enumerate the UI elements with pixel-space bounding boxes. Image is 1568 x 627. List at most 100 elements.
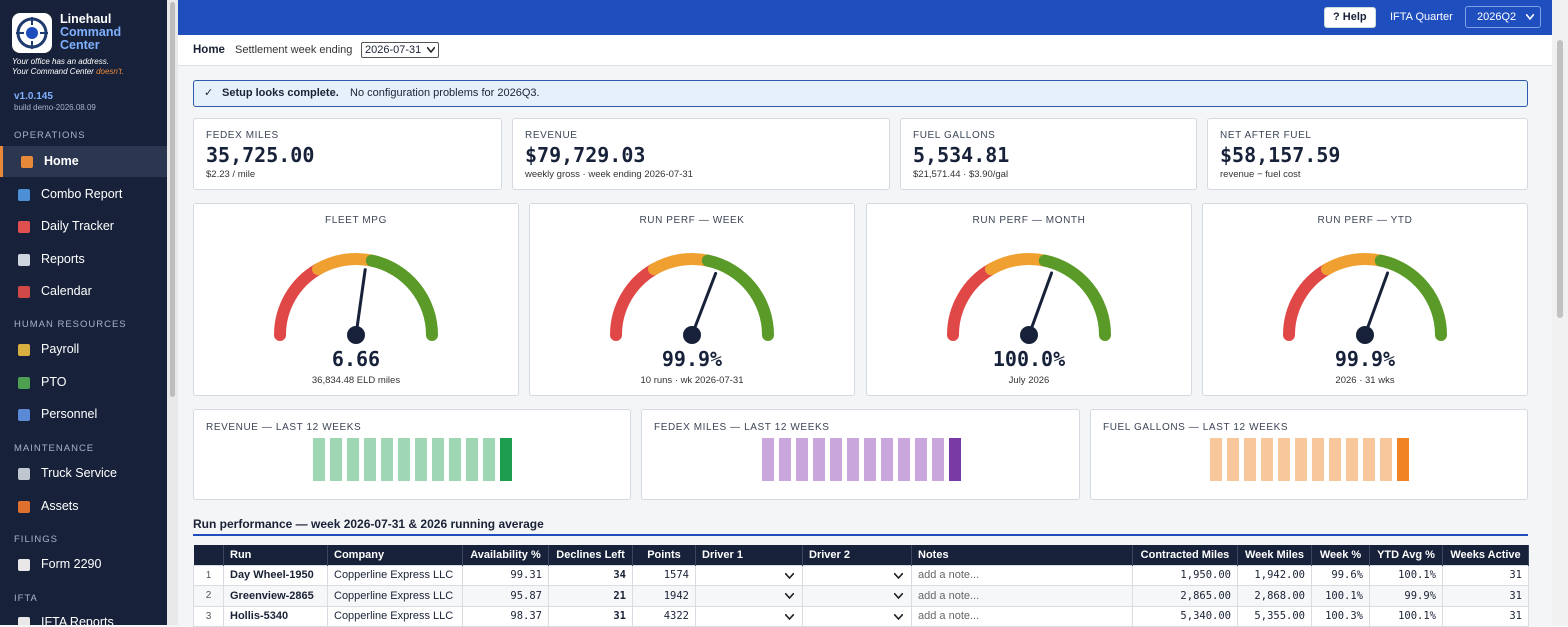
- spark-card: FEDEX MILES — LAST 12 WEEKS: [641, 409, 1080, 500]
- note-input[interactable]: add a note...: [911, 585, 1133, 607]
- table-cell: 3: [193, 605, 224, 627]
- page-name: Home: [193, 44, 225, 56]
- header-cell: Driver 1: [695, 545, 803, 565]
- nav-item[interactable]: Home: [0, 146, 167, 177]
- spark-bar: [795, 438, 808, 481]
- driver-select[interactable]: [695, 564, 803, 586]
- spark-bar: [1329, 438, 1341, 481]
- header-cell: Contracted Miles: [1132, 545, 1238, 565]
- logo: [12, 13, 52, 53]
- driver-select[interactable]: [802, 605, 912, 627]
- table-cell: 1: [193, 564, 224, 586]
- gauge-arc: [312, 253, 378, 276]
- table-cell: 31: [548, 605, 633, 627]
- chevron: [894, 613, 903, 620]
- table-cell: 31: [1442, 564, 1529, 586]
- nav-item[interactable]: IFTA Reports: [0, 607, 167, 625]
- nav-label: Truck Service: [41, 466, 117, 480]
- table-cell: 99.6%: [1311, 564, 1370, 586]
- gauge-arc: [985, 253, 1051, 276]
- nav-item[interactable]: Form 2290: [0, 549, 167, 580]
- table-cell: Copperline Express LLC: [327, 564, 463, 586]
- nav-item[interactable]: Truck Service: [0, 458, 167, 489]
- gauge-arc: [1374, 254, 1447, 341]
- nav-label: IFTA Reports: [41, 615, 114, 625]
- table-cell: 100.1%: [1369, 605, 1443, 627]
- nav-item[interactable]: Calendar: [0, 276, 167, 307]
- spark-bar: [1295, 438, 1307, 481]
- gauge-title: FLEET MPG: [325, 215, 387, 226]
- nav-icon: [18, 344, 30, 356]
- gauge-value: 99.9%: [1334, 347, 1396, 371]
- driver-select[interactable]: [695, 585, 803, 607]
- table-row: 1 Day Wheel-1950 Copperline Express LLC 99.…: [193, 564, 1529, 586]
- header-cell: Week %: [1311, 545, 1370, 565]
- note-input[interactable]: add a note...: [911, 564, 1133, 586]
- table-title: Run performance — week 2026-07-31 & 2026…: [193, 517, 544, 531]
- nav-item[interactable]: Daily Tracker: [0, 211, 167, 242]
- gauge-arc: [701, 254, 774, 341]
- gauge-arc: [1283, 263, 1333, 341]
- nav-item[interactable]: Assets: [0, 491, 167, 522]
- nav-section: MAINTENANCE: [14, 443, 95, 454]
- topbar: ? Help IFTA Quarter 2026Q2: [178, 0, 1552, 35]
- nav-item[interactable]: Payroll: [0, 334, 167, 365]
- spark-bar: [1278, 438, 1290, 481]
- spark-card: FUEL GALLONS — LAST 12 WEEKS: [1090, 409, 1528, 500]
- gauge-title: RUN PERF — YTD: [1317, 215, 1413, 226]
- table-cell: 99.9%: [1369, 585, 1443, 607]
- spark-bar: [1346, 438, 1358, 481]
- table-cell: 34: [548, 564, 633, 586]
- driver-select[interactable]: [802, 585, 912, 607]
- table-cell: 100.1%: [1311, 585, 1370, 607]
- spark-bar: [466, 438, 478, 481]
- quarter-select[interactable]: 2026Q2: [1465, 6, 1541, 28]
- gauge-title: RUN PERF — MONTH: [972, 215, 1086, 226]
- help-button[interactable]: ? Help: [1324, 7, 1376, 28]
- nav-section: HUMAN RESOURCES: [14, 319, 127, 330]
- note-input[interactable]: add a note...: [911, 605, 1133, 627]
- table-cell: 98.37: [462, 605, 549, 627]
- nav-item[interactable]: Combo Report: [0, 179, 167, 210]
- run-table: Run Company Availability % Declines Left Poi…: [193, 545, 1529, 627]
- spark-bar: [1244, 438, 1256, 481]
- nav-label: PTO: [41, 374, 67, 389]
- gauge-value: 100.0%: [992, 347, 1066, 371]
- nav-item[interactable]: PTO: [0, 367, 167, 398]
- table-cell: Copperline Express LLC: [327, 605, 463, 627]
- spark-bar: [1363, 438, 1375, 481]
- spark-bar: [1397, 438, 1409, 481]
- table-cell: 99.31: [462, 564, 549, 586]
- spark-bar: [432, 438, 444, 481]
- week-value: 2026-07-31: [365, 44, 422, 56]
- nav-label: Payroll: [41, 342, 80, 356]
- kpi-value: $58,157.59: [1220, 143, 1341, 167]
- week-select[interactable]: 2026-07-31: [361, 42, 439, 58]
- nav-icon: [18, 253, 30, 266]
- driver-select[interactable]: [695, 605, 803, 627]
- header-cell: Notes: [911, 545, 1133, 565]
- spark-bar: [313, 438, 325, 481]
- table-cell: Day Wheel-1950: [223, 564, 328, 586]
- driver-select[interactable]: [802, 564, 912, 586]
- spark-bar: [381, 438, 393, 481]
- nav-icon: [18, 409, 30, 421]
- table-cell: 2: [193, 585, 224, 607]
- header-cell: Points: [632, 545, 696, 565]
- nav-section: OPERATIONS: [14, 130, 86, 141]
- chevron: [785, 593, 794, 599]
- kpi-sub: $2.23 / mile: [206, 169, 256, 180]
- nav-item[interactable]: Reports: [0, 244, 167, 275]
- table-cell: Hollis-5340: [223, 605, 328, 627]
- kpi-value: 5,534.81: [913, 143, 1010, 167]
- gauge-card: RUN PERF — YTD 99.9% 2026 · 31 wks: [1202, 203, 1528, 396]
- table-cell: 4322: [632, 605, 696, 627]
- nav-icon: [18, 221, 30, 233]
- nav-item[interactable]: Personnel: [0, 399, 167, 430]
- nav-icon: [18, 376, 30, 389]
- spark-bar: [846, 438, 859, 481]
- kpi-value: $79,729.03: [525, 143, 646, 167]
- spark-bar: [364, 438, 376, 481]
- spark-bar: [1210, 438, 1222, 481]
- spark-bar: [914, 438, 927, 481]
